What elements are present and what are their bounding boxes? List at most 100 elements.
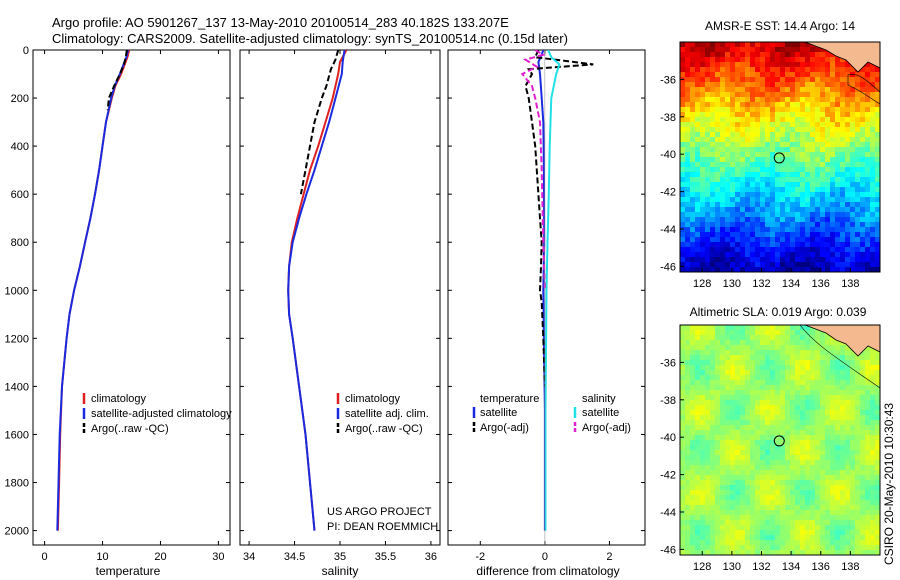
map-cell xyxy=(785,182,791,188)
map-cell xyxy=(795,490,801,496)
map-cell xyxy=(760,82,766,88)
map-cell xyxy=(700,242,706,248)
map-cell xyxy=(805,132,811,138)
map-cell xyxy=(780,445,786,451)
map-cell xyxy=(720,405,726,411)
map-cell xyxy=(710,222,716,228)
map-cell xyxy=(860,127,866,133)
map-cell xyxy=(745,520,751,526)
map-cell xyxy=(715,112,721,118)
map-cell xyxy=(795,520,801,526)
map-cell xyxy=(730,212,736,218)
map-cell xyxy=(875,385,880,391)
map-cell xyxy=(870,67,876,73)
map-cell xyxy=(840,495,846,501)
map-cell xyxy=(755,520,761,526)
y-tick-label: -46 xyxy=(660,261,676,273)
map-cell xyxy=(810,435,816,441)
map-cell xyxy=(855,365,861,371)
map-cell xyxy=(800,212,806,218)
map-cell xyxy=(855,375,861,381)
map-cell xyxy=(860,395,866,401)
map-cell xyxy=(700,465,706,471)
map-cell xyxy=(730,520,736,526)
map-cell xyxy=(760,375,766,381)
map-cell xyxy=(730,505,736,511)
map-cell xyxy=(695,410,701,416)
map-cell xyxy=(830,355,836,361)
map-cell xyxy=(750,132,756,138)
map-cell xyxy=(805,360,811,366)
y-tick-label: -36 xyxy=(660,74,676,86)
map-cell xyxy=(815,72,821,78)
map-cell xyxy=(710,82,716,88)
map-cell xyxy=(865,350,871,356)
map-cell xyxy=(850,102,856,108)
map-cell xyxy=(690,222,696,228)
map-cell xyxy=(755,420,761,426)
map-cell xyxy=(755,57,761,63)
map-cell xyxy=(740,227,746,233)
map-cell xyxy=(775,267,781,272)
map-cell xyxy=(750,405,756,411)
map-cell xyxy=(730,257,736,263)
map-cell xyxy=(740,47,746,53)
map-cell xyxy=(825,262,831,268)
map-cell xyxy=(765,107,771,113)
map-cell xyxy=(765,510,771,516)
map-cell xyxy=(815,107,821,113)
map-cell xyxy=(830,345,836,351)
map-cell xyxy=(815,242,821,248)
map-cell xyxy=(825,242,831,248)
map-cell xyxy=(710,395,716,401)
map-cell xyxy=(850,247,856,253)
map-cell xyxy=(775,207,781,213)
map-cell xyxy=(700,77,706,83)
map-cell xyxy=(715,520,721,526)
map-cell xyxy=(705,445,711,451)
map-cell xyxy=(805,425,811,431)
map-cell xyxy=(815,192,821,198)
map-cell xyxy=(695,400,701,406)
map-cell xyxy=(810,415,816,421)
map-cell xyxy=(740,237,746,243)
map-cell xyxy=(845,510,851,516)
map-cell xyxy=(865,500,871,506)
map-cell xyxy=(760,257,766,263)
map-cell xyxy=(745,227,751,233)
map-cell xyxy=(680,57,686,63)
map-cell xyxy=(810,480,816,486)
map-cell xyxy=(780,345,786,351)
map-cell xyxy=(745,242,751,248)
x-tick-label: 0 xyxy=(542,551,548,563)
map-cell xyxy=(830,72,836,78)
map-cell xyxy=(765,57,771,63)
map-cell xyxy=(800,82,806,88)
map-cell xyxy=(860,530,866,536)
map-cell xyxy=(710,500,716,506)
map-cell xyxy=(735,475,741,481)
map-cell xyxy=(740,142,746,148)
map-cell xyxy=(850,455,856,461)
map-cell xyxy=(750,380,756,386)
map-cell xyxy=(715,97,721,103)
map-cell xyxy=(780,72,786,78)
map-cell xyxy=(795,242,801,248)
map-cell xyxy=(780,52,786,58)
map-cell xyxy=(680,247,686,253)
map-cell xyxy=(825,137,831,143)
map-cell xyxy=(760,167,766,173)
map-cell xyxy=(815,440,821,446)
map-cell xyxy=(735,335,741,341)
map-cell xyxy=(845,505,851,511)
map-cell xyxy=(695,112,701,118)
map-cell xyxy=(820,380,826,386)
map-cell xyxy=(870,182,876,188)
map-cell xyxy=(690,440,696,446)
map-cell xyxy=(810,360,816,366)
map-cell xyxy=(730,470,736,476)
map-cell xyxy=(865,247,871,253)
map-cell xyxy=(825,112,831,118)
map-cell xyxy=(775,375,781,381)
map-cell xyxy=(685,465,691,471)
